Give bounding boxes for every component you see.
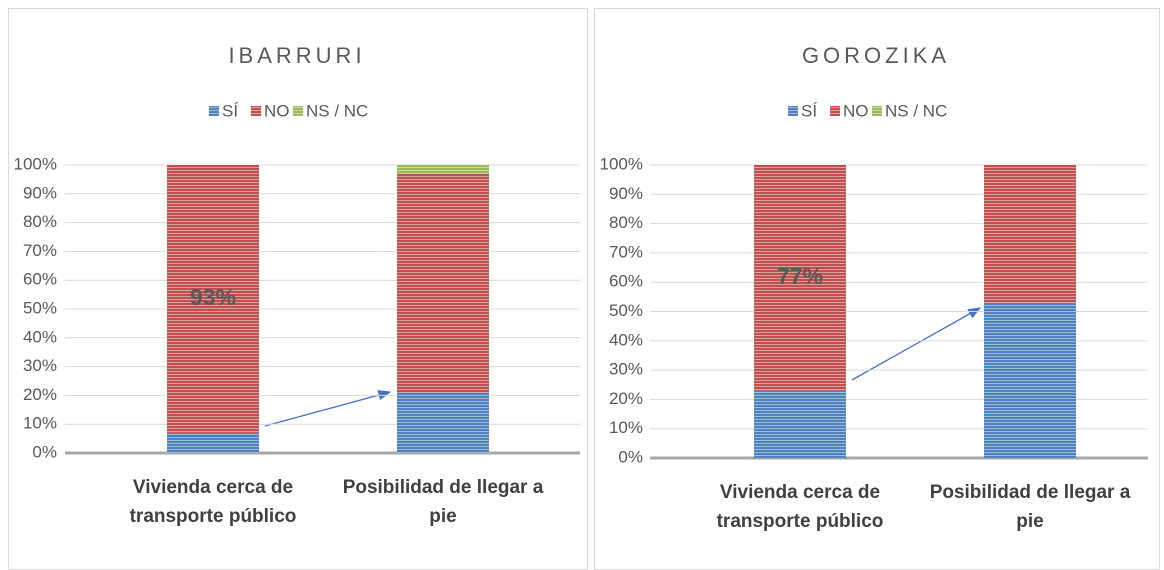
bar-segment <box>167 432 259 453</box>
y-tick-label: 90% <box>23 183 57 202</box>
y-tick-label: 0% <box>32 442 57 461</box>
y-tick-label: 50% <box>23 298 57 317</box>
y-tick-label: 40% <box>609 330 643 349</box>
bar-segment <box>984 165 1076 303</box>
y-tick-label: 30% <box>23 356 57 375</box>
y-tick-label: 40% <box>23 327 57 346</box>
legend-label: NO <box>843 101 869 120</box>
legend-swatch <box>293 106 303 116</box>
legend-swatch <box>209 106 219 116</box>
chart-title: IBARRURI <box>228 43 365 68</box>
data-label: 77% <box>777 263 823 289</box>
legend-label: SÍ <box>801 101 817 120</box>
y-tick-label: 30% <box>609 360 643 379</box>
legend-swatch <box>872 106 882 116</box>
y-tick-label: 100% <box>14 154 57 173</box>
y-tick-label: 20% <box>23 385 57 404</box>
legend-label: NS / NC <box>885 101 947 120</box>
legend-label: NO <box>264 101 290 120</box>
legend-swatch <box>788 106 798 116</box>
y-tick-label: 60% <box>609 272 643 291</box>
legend-swatch <box>251 106 261 116</box>
legend-label: NS / NC <box>306 101 368 120</box>
page: {"chart_data": [ {"type": "stacked-bar",… <box>8 8 1160 570</box>
x-tick-label: Vivienda cerca de transporte público <box>129 477 297 527</box>
x-tick-label: Vivienda cerca de transporte público <box>716 482 884 532</box>
y-tick-label: 20% <box>609 389 643 408</box>
charts: IBARRURI SÍ NO NS / NC 0% 10% 20% 30% 40% 50% 60% 7… <box>14 43 1148 466</box>
bar-segment <box>754 390 846 458</box>
x-tick-label: Posibilidad de llegar a pie <box>929 482 1131 532</box>
y-tick-label: 100% <box>600 154 643 173</box>
bar-segment <box>397 173 489 393</box>
arrow <box>264 390 392 427</box>
bar-segment <box>397 392 489 453</box>
y-tick-label: 50% <box>609 301 643 320</box>
y-tick-label: 10% <box>23 414 57 433</box>
bar-segment <box>397 165 489 174</box>
y-tick-label: 90% <box>609 184 643 203</box>
arrow <box>851 307 982 381</box>
legend-swatch <box>830 106 840 116</box>
bar-segment <box>167 165 259 433</box>
x-tick-label: Posibilidad de llegar a pie <box>342 477 544 527</box>
bar-segment <box>984 302 1076 458</box>
y-tick-label: 80% <box>23 212 57 231</box>
y-tick-label: 0% <box>618 447 643 466</box>
y-tick-label: 70% <box>23 241 57 260</box>
legend-label: SÍ <box>222 101 238 120</box>
y-tick-label: 70% <box>609 242 643 261</box>
bar-segment <box>754 165 846 391</box>
chart-title: GOROZIKA <box>802 43 950 68</box>
y-tick-label: 80% <box>609 213 643 232</box>
y-tick-label: 60% <box>23 270 57 289</box>
data-label: 93% <box>190 284 236 310</box>
y-tick-label: 10% <box>609 418 643 437</box>
